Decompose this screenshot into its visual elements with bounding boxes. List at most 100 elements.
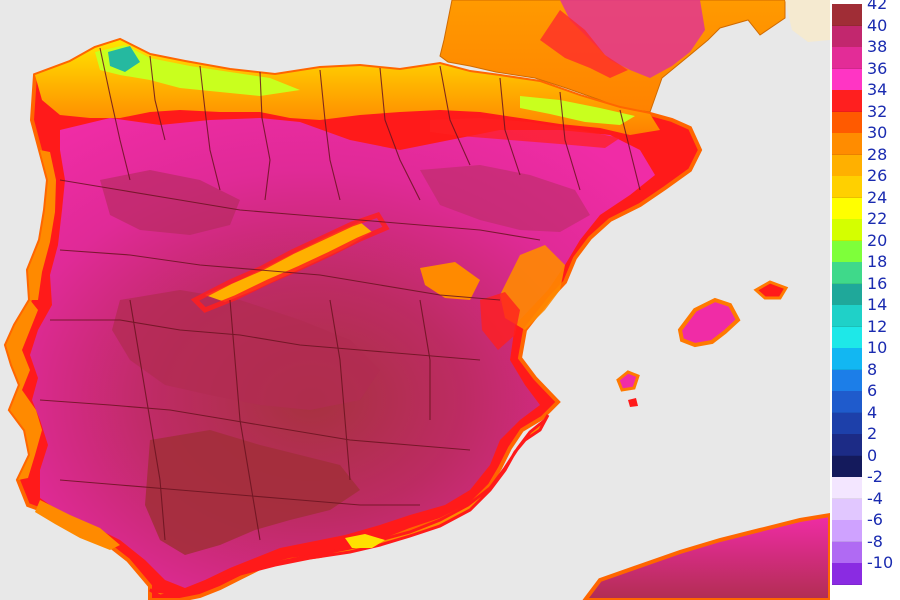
legend-label: 22 xyxy=(867,209,888,228)
west-coast-orange xyxy=(28,150,56,300)
legend-swatch xyxy=(832,326,862,349)
legend-item: 10 xyxy=(830,340,900,370)
legend-swatch xyxy=(832,25,862,48)
corner-land xyxy=(785,0,830,42)
legend-item: 24 xyxy=(830,189,900,220)
legend-swatch xyxy=(832,90,862,112)
legend-label: 12 xyxy=(867,316,888,336)
legend-swatch xyxy=(832,4,862,26)
legend-item: -6 xyxy=(830,512,900,542)
legend-swatch xyxy=(832,111,862,134)
legend-label: 32 xyxy=(867,101,888,121)
ibiza xyxy=(616,370,640,392)
legend-swatch xyxy=(832,305,862,327)
legend-label: -4 xyxy=(867,488,883,508)
legend-label: 10 xyxy=(867,338,888,357)
legend-label: 4 xyxy=(867,402,878,422)
central-range-cool-streak xyxy=(205,222,372,302)
north-africa xyxy=(582,512,830,600)
france-hot-area xyxy=(560,0,705,78)
legend-swatch xyxy=(832,219,862,241)
legend-swatch xyxy=(832,197,862,220)
legend-item: 40 xyxy=(830,17,900,48)
legend-item: 6 xyxy=(830,383,900,413)
iberian-range-orange xyxy=(420,262,480,300)
legend-label: -6 xyxy=(867,510,883,529)
legend-label: 2 xyxy=(867,424,878,443)
cantabrian-lime xyxy=(95,45,300,96)
legend-swatch xyxy=(832,348,862,370)
legend-swatch xyxy=(832,455,862,478)
legend-item: 26 xyxy=(830,168,900,198)
legend-swatch xyxy=(832,563,862,585)
legend-item: 30 xyxy=(830,125,900,155)
france-red-edge xyxy=(540,10,628,78)
legend-item: 38 xyxy=(830,39,900,69)
formentera xyxy=(628,398,638,407)
legend-label: -8 xyxy=(867,531,883,551)
legend-swatch xyxy=(832,133,862,155)
ebro-hot-zone xyxy=(420,165,590,232)
legend-label: -2 xyxy=(867,467,883,486)
east-coast-red xyxy=(480,292,520,350)
duero-hot-zone xyxy=(100,170,240,235)
temperature-legend: 42 40 38 36 34 32 30 28 26 24 22 20 18 16 14 12 10 8 6 4 2 0-… xyxy=(830,0,900,600)
legend-swatch xyxy=(832,240,862,263)
legend-item: 14 xyxy=(830,297,900,327)
mallorca xyxy=(677,297,741,348)
legend-swatch xyxy=(832,498,862,521)
picos-teal xyxy=(108,46,140,72)
legend-swatch xyxy=(832,541,862,564)
legend-swatch xyxy=(832,434,862,456)
legend-item: 16 xyxy=(830,275,900,306)
legend-item: -2 xyxy=(830,469,900,499)
legend-label: 36 xyxy=(867,58,888,78)
legend-label: 34 xyxy=(867,80,888,99)
legend-item: 2 xyxy=(830,426,900,456)
legend-label: 14 xyxy=(867,295,888,314)
legend-label: 30 xyxy=(867,123,888,142)
southwest-orange xyxy=(6,300,42,480)
temperature-map xyxy=(3,0,830,600)
legend-item: 0 xyxy=(830,447,900,478)
legend-swatch xyxy=(832,176,862,198)
legend-label: 28 xyxy=(867,144,888,164)
legend-label: 0 xyxy=(867,445,878,465)
pyrenees-lime xyxy=(520,96,635,125)
legend-label: 16 xyxy=(867,273,888,293)
legend-item: 42 xyxy=(830,0,900,26)
menorca xyxy=(753,280,789,300)
legend-label: 26 xyxy=(867,166,888,185)
guadiana-hot-zone xyxy=(112,290,380,410)
legend-label: -10 xyxy=(867,553,894,572)
legend-item: 32 xyxy=(830,103,900,134)
legend-label: 38 xyxy=(867,37,888,56)
pyrenees-red-fringe xyxy=(430,118,620,148)
legend-item: 4 xyxy=(830,404,900,435)
north-cool-band xyxy=(35,40,660,135)
huelva-orange xyxy=(35,500,120,550)
legend-swatch xyxy=(832,369,862,392)
central-range-red-fringe xyxy=(190,211,390,313)
legend-swatch xyxy=(832,477,862,499)
legend-item: -10 xyxy=(830,555,900,585)
legend-item: 18 xyxy=(830,254,900,284)
legend-item: -4 xyxy=(830,490,900,521)
legend-label: 40 xyxy=(867,15,888,35)
legend-item: 34 xyxy=(830,82,900,112)
legend-swatch xyxy=(832,520,862,542)
legend-label: 8 xyxy=(867,359,878,379)
legend-item: 8 xyxy=(830,361,900,392)
legend-swatch xyxy=(832,262,862,284)
legend-swatch xyxy=(832,412,862,435)
legend-swatch xyxy=(832,283,862,306)
legend-swatch xyxy=(832,68,862,91)
legend-swatch xyxy=(832,391,862,413)
legend-label: 18 xyxy=(867,252,888,271)
south-coast-orange xyxy=(149,414,550,598)
legend-label: 6 xyxy=(867,381,878,400)
province-borders xyxy=(39,47,641,541)
legend-item: 22 xyxy=(830,211,900,241)
almeria-yellow xyxy=(345,534,385,548)
